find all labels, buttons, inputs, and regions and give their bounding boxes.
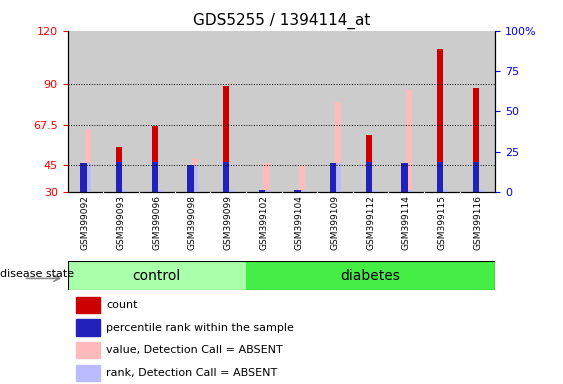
Text: GSM399116: GSM399116	[473, 195, 482, 250]
Bar	[401, 190, 408, 192]
Bar	[388, 31, 424, 192]
Bar	[406, 90, 412, 192]
Bar	[330, 163, 337, 192]
Bar	[76, 342, 100, 358]
Text: value, Detection Call = ABSENT: value, Detection Call = ABSENT	[106, 345, 283, 355]
Bar	[157, 190, 163, 192]
Bar	[139, 31, 175, 192]
Bar	[294, 190, 301, 192]
Text: GSM399112: GSM399112	[366, 195, 375, 250]
Bar	[472, 162, 479, 192]
Bar	[227, 190, 234, 192]
Bar	[437, 49, 444, 192]
Bar	[187, 190, 194, 192]
Bar	[85, 129, 91, 192]
Bar	[192, 165, 198, 192]
Bar	[120, 190, 127, 192]
Bar	[365, 135, 372, 192]
Text: GSM399092: GSM399092	[81, 195, 90, 250]
Bar	[299, 165, 305, 192]
Bar	[437, 162, 444, 192]
Text: GSM399096: GSM399096	[152, 195, 161, 250]
Bar	[334, 103, 341, 192]
Bar	[76, 297, 100, 313]
Bar	[246, 31, 282, 192]
Bar	[81, 190, 87, 192]
Text: GSM399109: GSM399109	[330, 195, 339, 250]
Bar	[116, 162, 123, 192]
Bar	[175, 31, 210, 192]
Bar	[210, 31, 246, 192]
Text: GSM399093: GSM399093	[117, 195, 126, 250]
Bar	[227, 190, 234, 192]
Bar	[330, 190, 337, 192]
Bar	[472, 88, 479, 192]
Bar	[258, 190, 265, 192]
Text: diabetes: diabetes	[341, 268, 401, 283]
Bar	[294, 190, 301, 192]
Bar	[192, 158, 198, 192]
Bar	[365, 162, 372, 192]
Text: disease state: disease state	[0, 269, 74, 279]
Bar	[223, 86, 230, 192]
Bar	[85, 163, 91, 192]
Text: rank, Detection Call = ABSENT: rank, Detection Call = ABSENT	[106, 368, 278, 378]
Bar	[103, 31, 139, 192]
Text: GSM399115: GSM399115	[437, 195, 446, 250]
Bar	[157, 190, 163, 192]
Bar	[460, 31, 495, 192]
Bar	[151, 126, 158, 192]
Text: GSM399099: GSM399099	[224, 195, 233, 250]
Bar	[223, 162, 230, 192]
Bar	[263, 190, 270, 192]
Text: GSM399098: GSM399098	[188, 195, 197, 250]
Bar	[76, 319, 100, 336]
Bar	[299, 190, 305, 192]
Bar	[68, 31, 103, 192]
Bar	[246, 261, 495, 290]
Bar	[68, 261, 246, 290]
Text: GSM399102: GSM399102	[259, 195, 268, 250]
Bar	[370, 190, 377, 192]
Bar	[263, 163, 270, 192]
Bar	[187, 165, 194, 192]
Text: control: control	[132, 268, 181, 283]
Bar	[401, 163, 408, 192]
Bar	[477, 190, 484, 192]
Bar	[76, 364, 100, 381]
Bar	[151, 162, 158, 192]
Bar	[120, 190, 127, 192]
Bar	[406, 190, 412, 192]
Bar	[424, 31, 460, 192]
Bar	[441, 190, 448, 192]
Bar	[258, 190, 265, 192]
Bar	[282, 31, 317, 192]
Bar	[81, 163, 87, 192]
Bar	[334, 163, 341, 192]
Bar	[370, 190, 377, 192]
Text: percentile rank within the sample: percentile rank within the sample	[106, 323, 294, 333]
Text: GSM399114: GSM399114	[402, 195, 411, 250]
Bar	[477, 190, 484, 192]
Text: GSM399104: GSM399104	[295, 195, 304, 250]
Bar	[317, 31, 353, 192]
Title: GDS5255 / 1394114_at: GDS5255 / 1394114_at	[193, 13, 370, 29]
Bar	[116, 147, 123, 192]
Bar	[353, 31, 388, 192]
Text: count: count	[106, 300, 137, 310]
Bar	[441, 190, 448, 192]
